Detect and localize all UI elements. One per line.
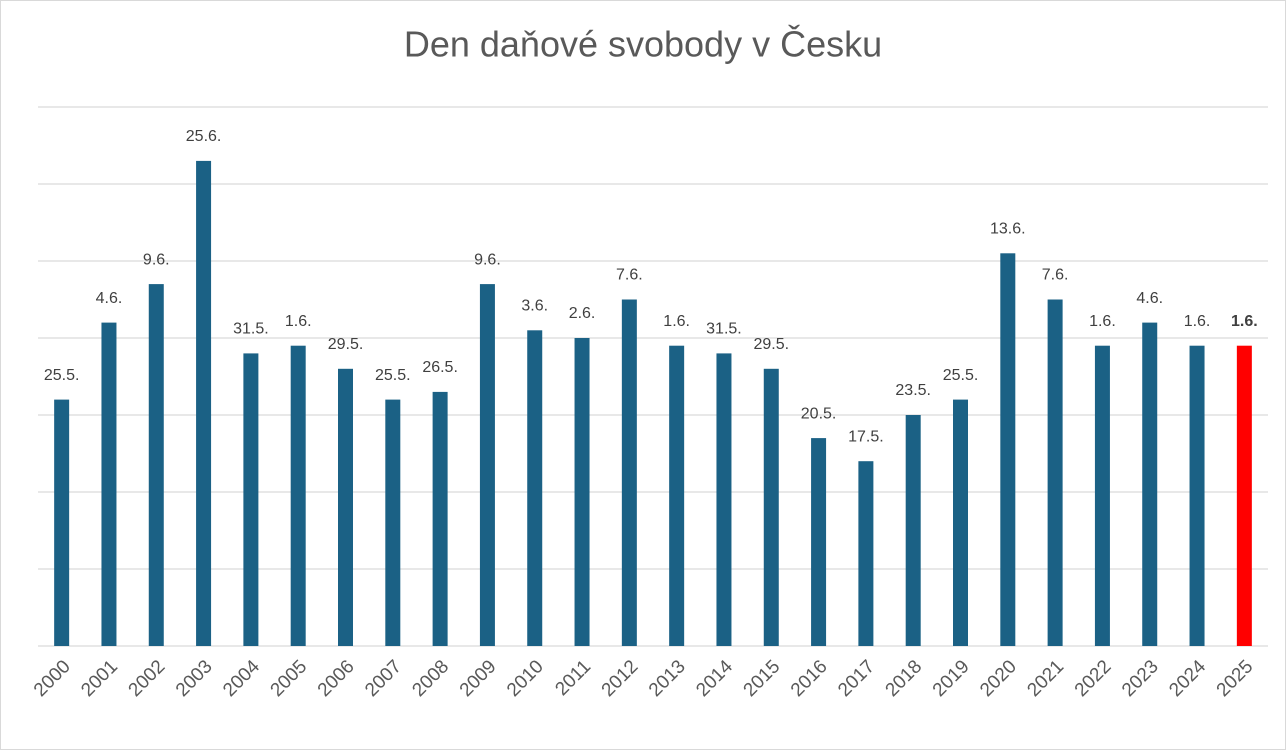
value-label: 1.6. xyxy=(1184,313,1211,330)
bar xyxy=(763,368,779,646)
bar xyxy=(1094,345,1110,646)
value-label: 26.5. xyxy=(422,359,458,376)
bar xyxy=(669,345,685,646)
value-label: 9.6. xyxy=(143,251,170,268)
value-label: 23.5. xyxy=(895,382,931,399)
bar xyxy=(1047,299,1063,646)
bar xyxy=(953,399,968,646)
value-label: 3.6. xyxy=(521,298,548,315)
value-label: 17.5. xyxy=(848,428,884,445)
bar xyxy=(905,415,921,646)
bar xyxy=(101,322,117,646)
value-label: 25.5. xyxy=(943,367,979,384)
value-label: 25.5. xyxy=(44,367,80,384)
value-label: 7.6. xyxy=(616,267,643,284)
value-label: 2.6. xyxy=(569,305,596,322)
value-label: 1.6. xyxy=(285,313,312,330)
value-label: 31.5. xyxy=(233,321,269,338)
value-label: 29.5. xyxy=(328,336,364,353)
bar xyxy=(432,391,448,646)
bar xyxy=(1189,345,1205,646)
value-label: 1.6. xyxy=(1231,313,1258,330)
value-label: 7.6. xyxy=(1042,267,1069,284)
value-label: 1.6. xyxy=(1089,313,1116,330)
value-label: 31.5. xyxy=(706,321,742,338)
bar xyxy=(1000,253,1016,647)
bar xyxy=(290,345,306,646)
value-label: 25.5. xyxy=(375,367,411,384)
value-label: 4.6. xyxy=(96,290,123,307)
bar xyxy=(811,438,827,646)
bar xyxy=(385,399,401,646)
value-label: 29.5. xyxy=(753,336,789,353)
bar xyxy=(1236,345,1252,646)
bar xyxy=(716,353,732,646)
bar xyxy=(858,461,874,646)
value-label: 4.6. xyxy=(1136,290,1163,307)
chart-title: Den daňové svobody v Česku xyxy=(404,24,882,65)
bar xyxy=(243,353,259,646)
bar xyxy=(479,284,495,646)
value-label: 20.5. xyxy=(801,405,837,422)
bar xyxy=(196,160,212,646)
value-label: 9.6. xyxy=(474,251,501,268)
bar xyxy=(1142,322,1158,646)
bar xyxy=(54,399,70,646)
value-label: 1.6. xyxy=(663,313,690,330)
bar xyxy=(527,330,543,646)
bar xyxy=(338,368,353,646)
value-label: 25.6. xyxy=(186,128,222,145)
bar xyxy=(574,338,590,646)
bar xyxy=(148,284,164,646)
value-label: 13.6. xyxy=(990,221,1026,238)
bar xyxy=(621,299,637,646)
